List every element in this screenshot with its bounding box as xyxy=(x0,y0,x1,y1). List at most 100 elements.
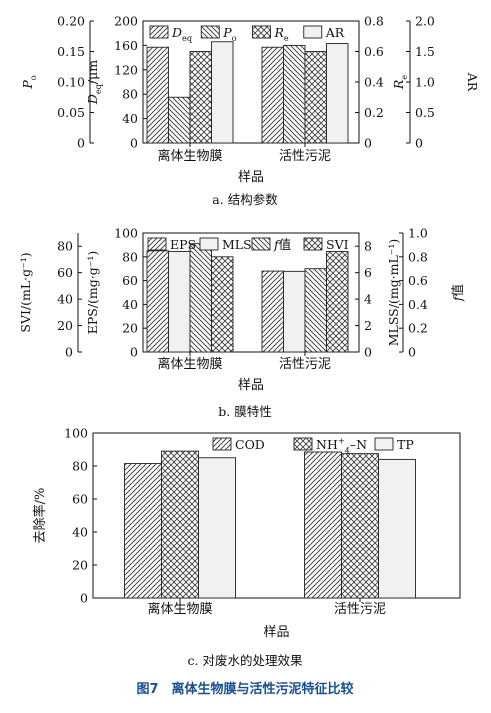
bar-Deq-1 xyxy=(261,46,284,144)
legend-swatch-AR xyxy=(303,25,323,39)
y-axis-title-SVI: SVI/(mL·g⁻¹) xyxy=(18,252,33,332)
y-tick-label-Deq: 0 xyxy=(130,136,138,151)
y-tick-label-rate: 20 xyxy=(72,558,88,573)
legend-swatch-f xyxy=(251,237,271,251)
legend-swatch-MLSS xyxy=(199,237,219,251)
y-tick-label-Re: 0 xyxy=(364,136,372,151)
bar-rate-1 xyxy=(378,458,416,599)
y-axis-title-Re: Re xyxy=(391,75,409,90)
y-tick-label-AR: 0.5 xyxy=(415,105,435,120)
y-tick-label-AR: 2.0 xyxy=(415,14,435,29)
y-tick-label-EPS: 60 xyxy=(122,273,138,288)
panel-label-b: b. 膜特性 xyxy=(218,404,271,419)
y-axis-title-Deq: Deq/μm xyxy=(85,60,103,105)
x-tick-label: 离体生物膜 xyxy=(157,356,222,372)
legend-swatch-Deq xyxy=(149,25,169,39)
y-tick-label-rate: 80 xyxy=(72,459,88,474)
panel-label-c: c. 对废水的处理效果 xyxy=(188,653,303,668)
legend-swatch-rate xyxy=(212,437,232,451)
bar-AR-0 xyxy=(211,41,234,144)
y-tick-label-SVI: 60 xyxy=(57,265,73,280)
y-tick-label-AR: 0 xyxy=(415,136,423,151)
y-tick-label-f: 0.2 xyxy=(408,321,428,336)
plot-frame xyxy=(92,432,461,599)
y-tick-label-Re: 0.8 xyxy=(364,14,384,29)
y-tick-label-MLSS: 0 xyxy=(364,345,372,360)
legend-swatch-EPS xyxy=(147,237,167,251)
y-tick-label-f: 0 xyxy=(408,345,416,360)
y-tick-label-SVI: 20 xyxy=(57,318,73,333)
legend-label-Deq: Deq xyxy=(171,25,192,43)
bar-EPS-1 xyxy=(261,270,284,353)
bar-rate-1 xyxy=(341,453,379,599)
bar-AR-1 xyxy=(326,43,349,144)
bar-Re-1 xyxy=(304,51,327,144)
y-tick-label-EPS: 40 xyxy=(122,297,138,312)
y-tick-label-MLSS: 6 xyxy=(364,265,372,280)
y-tick-label-f: 0.4 xyxy=(408,297,428,312)
bar-Deq-0 xyxy=(146,46,169,144)
bar-rate-0 xyxy=(161,450,199,599)
bar-Re-0 xyxy=(189,51,212,144)
legend-label-rate: NH+4–N xyxy=(316,435,367,455)
legend-swatch-Re xyxy=(252,25,271,39)
y-axis-title-EPS: EPS/(mg·g⁻¹) xyxy=(85,251,100,335)
bar-rate-1 xyxy=(304,451,342,599)
y-tick-label-f: 1.0 xyxy=(408,226,428,241)
y-axis-title-Po: Po xyxy=(20,75,38,89)
x-axis-title: 样品 xyxy=(263,625,289,640)
bar-EPS-0 xyxy=(146,250,169,353)
y-tick-label-Po: 0.10 xyxy=(57,75,85,90)
y-tick-label-AR: 1.5 xyxy=(415,44,435,59)
y-tick-label-Deq: 40 xyxy=(122,111,138,126)
legend-label-AR: AR xyxy=(325,25,345,40)
bar-rate-0 xyxy=(198,457,236,599)
legend-swatch-SVI xyxy=(303,237,323,251)
y-tick-label-rate: 100 xyxy=(64,426,88,441)
bar-Po-1 xyxy=(283,44,306,144)
chart-panel-membrane: 020406080SVI/(mL·g⁻¹)020406080100EPS/(mg… xyxy=(18,226,465,394)
y-tick-label-EPS: 80 xyxy=(122,249,138,264)
y-axis-title-AR: AR xyxy=(465,72,480,92)
y-tick-label-Re: 0.6 xyxy=(364,44,384,59)
y-tick-label-EPS: 100 xyxy=(114,226,138,241)
legend-label-MLSS: MLSS xyxy=(222,237,260,252)
y-tick-label-rate: 40 xyxy=(72,525,88,540)
legend-label-Re: Re xyxy=(274,25,289,43)
legend-label-rate: COD xyxy=(235,437,265,452)
y-tick-label-MLSS: 8 xyxy=(364,239,372,254)
y-tick-label-MLSS: 2 xyxy=(364,318,372,333)
y-tick-label-Deq: 80 xyxy=(122,87,138,102)
panel-label-a: a. 结构参数 xyxy=(212,192,278,207)
y-tick-label-Deq: 200 xyxy=(114,14,138,29)
bar-SVI-0 xyxy=(211,256,234,353)
y-tick-label-SVI: 80 xyxy=(57,239,73,254)
y-tick-label-Re: 0.4 xyxy=(364,75,384,90)
y-tick-label-SVI: 0 xyxy=(65,345,73,360)
plot-frame xyxy=(142,232,360,353)
legend-label-f: f值 xyxy=(273,237,291,252)
figure-caption: 图7 离体生物膜与活性污泥特征比较 xyxy=(136,681,353,697)
y-axis-title-f: f值 xyxy=(450,284,465,302)
y-axis-title: 去除率/% xyxy=(32,488,48,544)
bar-rate-0 xyxy=(124,463,162,599)
legend-swatch-rate xyxy=(293,437,313,451)
y-axis-title-MLSS: MLSS/(mg·mL⁻¹) xyxy=(386,239,401,347)
x-tick-label: 离体生物膜 xyxy=(147,601,212,617)
x-axis-title: 样品 xyxy=(238,170,264,185)
bar-MLSS-1 xyxy=(283,270,306,353)
chart-panel-structure: 00.050.100.150.20Po04080120160200Deq/μm0… xyxy=(20,14,480,186)
y-tick-label-f: 0.8 xyxy=(408,249,428,264)
y-tick-label-EPS: 0 xyxy=(130,345,138,360)
y-tick-label-Po: 0.20 xyxy=(57,14,85,29)
y-tick-label-Re: 0.2 xyxy=(364,105,384,120)
x-tick-label: 活性污泥 xyxy=(334,602,386,617)
y-tick-label-Deq: 160 xyxy=(114,38,138,53)
y-tick-label-rate: 60 xyxy=(72,492,88,507)
bar-SVI-1 xyxy=(326,251,349,353)
x-tick-label: 离体生物膜 xyxy=(157,148,222,164)
y-tick-label-Po: 0.05 xyxy=(57,105,85,120)
y-tick-label-Po: 0.15 xyxy=(57,44,85,59)
y-tick-label-Deq: 120 xyxy=(114,62,138,77)
